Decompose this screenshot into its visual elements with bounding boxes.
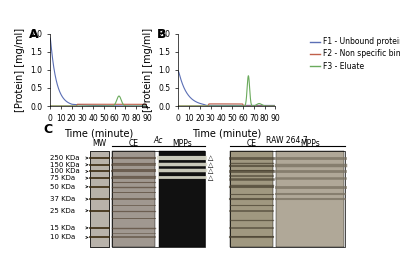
Text: MPPs: MPPs xyxy=(300,139,320,148)
Text: A: A xyxy=(29,28,38,41)
Bar xyxy=(230,151,344,247)
Bar xyxy=(230,151,273,247)
Text: 250 KDa: 250 KDa xyxy=(50,155,80,161)
Text: MPPs: MPPs xyxy=(172,139,192,148)
Text: CE: CE xyxy=(246,139,256,148)
Bar xyxy=(112,151,205,247)
Bar xyxy=(112,151,155,247)
Bar xyxy=(276,151,344,247)
Y-axis label: [Protein] [mg/ml]: [Protein] [mg/ml] xyxy=(143,28,153,112)
Text: 37 KDa: 37 KDa xyxy=(50,196,75,202)
Text: △: △ xyxy=(208,175,214,181)
Text: 75 KDa: 75 KDa xyxy=(50,175,75,181)
Legend: F1 - Unbound proteins, F2 - Non specific binding proteins, F3 - Eluate: F1 - Unbound proteins, F2 - Non specific… xyxy=(310,38,400,71)
Text: 100 KDa: 100 KDa xyxy=(50,169,80,174)
Text: 150 KDa: 150 KDa xyxy=(50,162,80,168)
Text: RAW 264.7: RAW 264.7 xyxy=(266,136,308,145)
X-axis label: Time (minute): Time (minute) xyxy=(192,128,262,138)
Text: △: △ xyxy=(208,169,214,174)
Text: MW: MW xyxy=(92,139,107,148)
Text: △: △ xyxy=(208,162,214,168)
Text: Ac: Ac xyxy=(154,136,163,145)
Y-axis label: [Protein] [mg/ml]: [Protein] [mg/ml] xyxy=(15,28,25,112)
Bar xyxy=(158,151,205,247)
Text: 15 KDa: 15 KDa xyxy=(50,225,75,231)
Text: C: C xyxy=(44,123,53,136)
Text: B: B xyxy=(157,28,166,41)
X-axis label: Time (minute): Time (minute) xyxy=(64,128,133,138)
Bar xyxy=(90,151,109,247)
Bar xyxy=(90,151,109,247)
Text: 10 KDa: 10 KDa xyxy=(50,234,75,241)
Text: 50 KDa: 50 KDa xyxy=(50,184,75,190)
Text: CE: CE xyxy=(129,139,139,148)
Text: △: △ xyxy=(208,155,214,161)
Text: 25 KDa: 25 KDa xyxy=(50,208,75,214)
